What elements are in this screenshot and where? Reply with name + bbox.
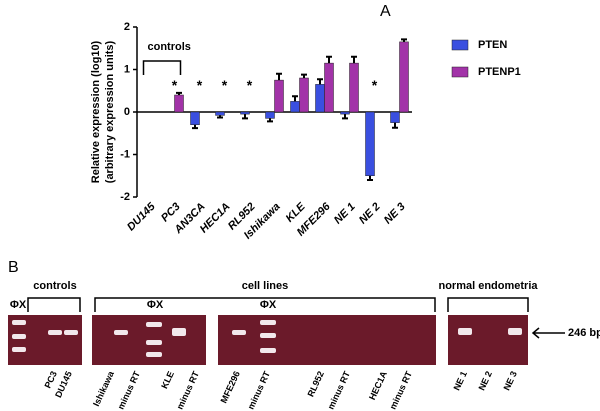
- lane-label: MFE296: [219, 370, 242, 405]
- error-bar: [301, 73, 307, 78]
- bar: [215, 111, 225, 116]
- bar: [390, 111, 400, 123]
- legend-swatch: [451, 66, 469, 78]
- bar: [365, 111, 375, 176]
- lane-label: RL952: [305, 370, 325, 399]
- error-bar: [351, 55, 357, 64]
- error-bar: [176, 91, 182, 95]
- bracket: [142, 60, 182, 75]
- marker-label: ΦX: [260, 299, 277, 311]
- lane-label: minus RT: [326, 369, 353, 411]
- lane-label: minus RT: [175, 369, 202, 411]
- bar: [174, 94, 184, 113]
- panel-label: A: [380, 3, 391, 20]
- error-bar: [401, 38, 407, 42]
- legend-label: PTENP1: [478, 66, 521, 78]
- panel-label: B: [8, 259, 19, 276]
- error-bar: [392, 122, 398, 129]
- x-tick-label: NE 2: [357, 201, 383, 227]
- size-label: 246 bp: [568, 327, 600, 339]
- bar: [324, 62, 334, 113]
- y-tick-label: 1: [124, 63, 130, 75]
- bar: [399, 41, 409, 113]
- lane-label: KLE: [159, 370, 176, 391]
- gel-image: [8, 297, 565, 365]
- significance-marker: *: [247, 77, 253, 93]
- group-label: cell lines: [242, 280, 288, 292]
- bar: [299, 77, 309, 113]
- lane-label: Ishikawa: [91, 369, 116, 408]
- bar: [274, 79, 284, 113]
- lane-label: minus RT: [116, 369, 143, 411]
- legend-label: PTEN: [478, 39, 507, 51]
- legend-swatch: [451, 39, 469, 51]
- significance-marker: *: [222, 77, 228, 93]
- lane-label: minus RT: [246, 369, 273, 411]
- error-bar: [326, 55, 332, 64]
- lane-label: HEC1A: [367, 369, 389, 401]
- y-tick-label: -2: [120, 191, 130, 203]
- error-bar: [342, 114, 348, 120]
- error-bar: [192, 124, 198, 130]
- error-bar: [242, 114, 248, 120]
- group-label: controls: [33, 280, 76, 292]
- error-bar: [317, 78, 323, 85]
- marker-label: ΦX: [147, 299, 164, 311]
- bar: [190, 111, 200, 125]
- significance-marker: *: [197, 77, 203, 93]
- error-bar: [292, 95, 298, 102]
- x-tick-label: DU145: [125, 200, 158, 233]
- lane-label: minus RT: [388, 369, 415, 411]
- bar: [240, 111, 250, 115]
- bar: [290, 101, 300, 113]
- bar: [315, 84, 325, 113]
- y-tick-label: 0: [124, 106, 130, 118]
- lane-label: NE 3: [501, 370, 519, 392]
- y-tick-label: -1: [120, 148, 130, 160]
- lane-label: NE 1: [451, 370, 469, 392]
- group-label: normal endometria: [438, 280, 538, 292]
- bar: [340, 111, 350, 115]
- y-label: (arbitrary expression units): [104, 40, 116, 183]
- lane-label: NE 2: [476, 370, 494, 392]
- x-tick-label: NE 3: [382, 201, 408, 227]
- error-bar: [276, 72, 282, 81]
- x-tick-label: NE 1: [332, 201, 358, 227]
- y-tick-label: 2: [124, 21, 130, 33]
- error-bar: [267, 118, 273, 123]
- error-bar: [217, 115, 223, 119]
- bracket-label: controls: [148, 41, 191, 53]
- significance-marker: *: [172, 77, 178, 93]
- marker-label: ΦX: [10, 299, 27, 311]
- significance-marker: *: [372, 77, 378, 93]
- y-label: Relative expression (log10): [90, 40, 102, 183]
- bar: [265, 111, 275, 119]
- bar: [349, 62, 359, 113]
- error-bar: [367, 175, 373, 181]
